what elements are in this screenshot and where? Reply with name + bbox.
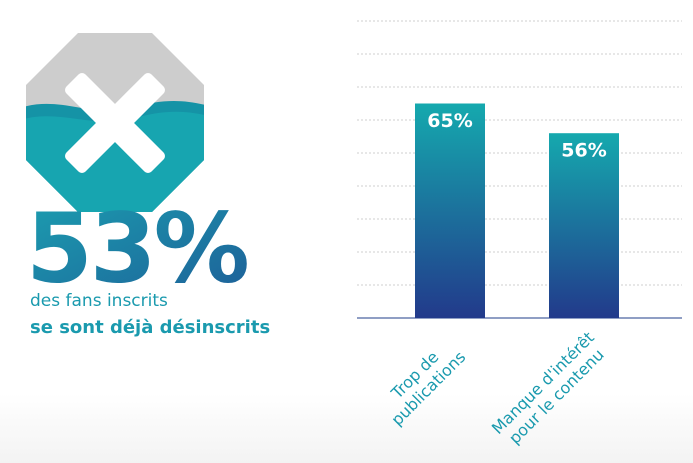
- bar: [415, 103, 485, 318]
- stat: 53%: [26, 192, 248, 304]
- stat-line: se sont déjà désinscrits: [30, 317, 270, 338]
- x-tick-label: Manque d'intérêtpour le contenu: [488, 328, 611, 451]
- bar: [549, 133, 619, 318]
- x-tick-label: Trop depublications: [374, 334, 469, 429]
- stat-line: des fans inscrits: [30, 291, 168, 311]
- value-label: 65%: [427, 110, 472, 132]
- icon: [26, 33, 204, 212]
- value-label: 56%: [561, 140, 606, 162]
